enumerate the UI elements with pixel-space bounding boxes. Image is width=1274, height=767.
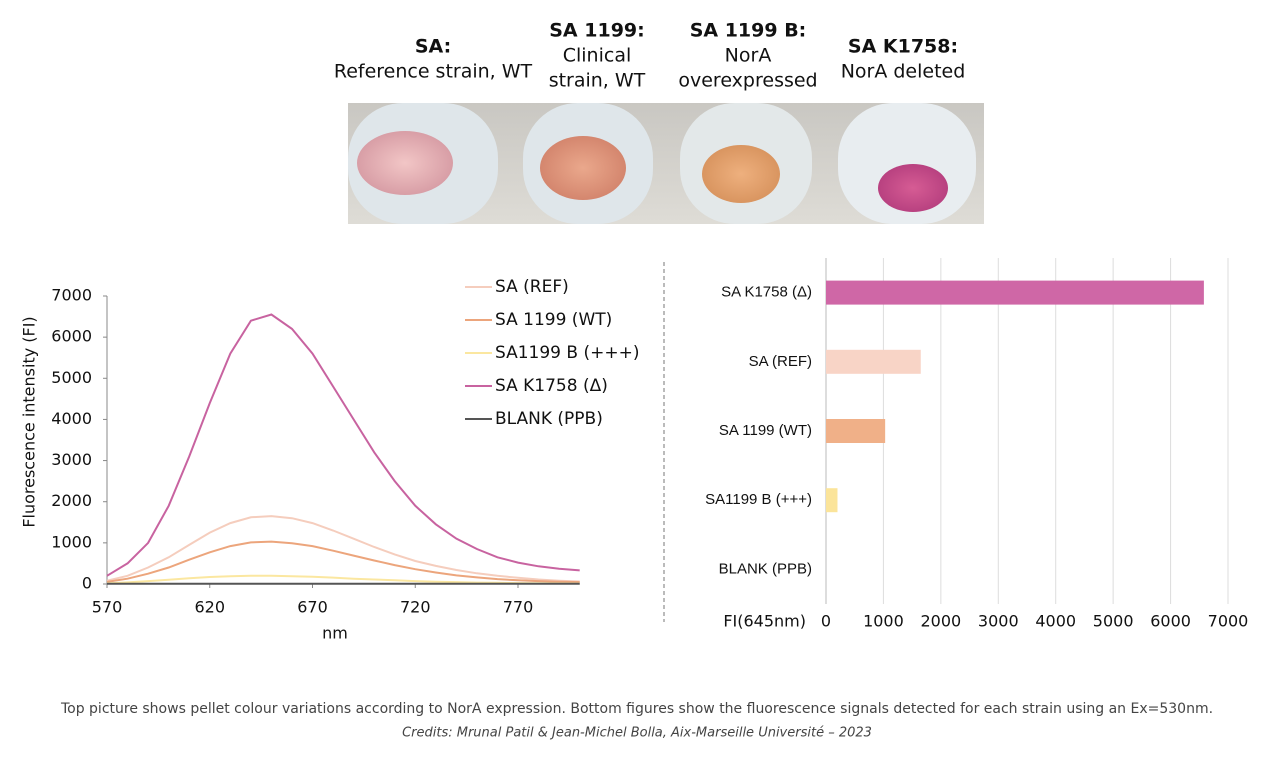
y-tick-label: SA K1758 (Δ) bbox=[721, 284, 812, 301]
x-tick-label: 2000 bbox=[920, 612, 961, 631]
credits: Credits: Mrunal Patil & Jean-Michel Boll… bbox=[402, 726, 872, 741]
strain-description: NorA deleted bbox=[841, 61, 966, 83]
x-tick-label: 7000 bbox=[1208, 612, 1249, 631]
y-tick-label: 2000 bbox=[51, 491, 92, 510]
y-tick-label: 0 bbox=[82, 574, 92, 593]
x-tick-label: 620 bbox=[194, 598, 225, 617]
y-tick-label: 3000 bbox=[51, 450, 92, 469]
y-tick-label: SA 1199 (WT) bbox=[719, 422, 812, 439]
strain-description: overexpressed bbox=[678, 70, 817, 92]
series-line bbox=[106, 313, 580, 577]
x-tick-label: 570 bbox=[92, 598, 123, 617]
strain-name: SA 1199 B: bbox=[690, 20, 807, 42]
photo bbox=[348, 103, 984, 224]
caption: Top picture shows pellet colour variatio… bbox=[60, 701, 1213, 717]
legend-label: SA (REF) bbox=[495, 277, 569, 297]
x-tick-label: 6000 bbox=[1150, 612, 1191, 631]
series-line bbox=[106, 515, 580, 583]
y-tick-label: BLANK (PPB) bbox=[719, 560, 812, 577]
y-tick-label: 5000 bbox=[51, 368, 92, 387]
strain-name: SA: bbox=[415, 36, 451, 58]
strain-description: strain, WT bbox=[549, 70, 646, 92]
y-tick-label: SA1199 B (+++) bbox=[705, 491, 812, 508]
x-tick-label: 3000 bbox=[978, 612, 1019, 631]
y-tick-label: SA (REF) bbox=[749, 353, 812, 370]
x-tick-label: 720 bbox=[400, 598, 431, 617]
bar bbox=[826, 349, 921, 374]
strain-name: SA K1758: bbox=[848, 36, 958, 58]
legend-label: BLANK (PPB) bbox=[495, 409, 603, 429]
bar bbox=[826, 419, 886, 443]
legend-label: SA K1758 (Δ) bbox=[495, 376, 608, 396]
strain-name: SA 1199: bbox=[549, 20, 644, 42]
strain-description: Reference strain, WT bbox=[334, 61, 533, 83]
x-tick-label: 770 bbox=[503, 598, 534, 617]
y-axis-label: Fluorescence intensity (FI) bbox=[20, 316, 39, 527]
x-tick-label: 4000 bbox=[1035, 612, 1076, 631]
x-tick-label: 670 bbox=[297, 598, 328, 617]
y-tick-label: 6000 bbox=[51, 327, 92, 346]
x-axis-label: FI(645nm) bbox=[723, 612, 806, 631]
strain-description: Clinical bbox=[563, 45, 632, 67]
x-tick-label: 0 bbox=[821, 612, 831, 631]
x-axis-label: nm bbox=[322, 624, 348, 643]
legend-label: SA 1199 (WT) bbox=[495, 310, 612, 330]
x-tick-label: 5000 bbox=[1093, 612, 1134, 631]
strain-description: NorA bbox=[725, 45, 772, 67]
legend-label: SA1199 B (+++) bbox=[495, 343, 639, 363]
y-tick-label: 1000 bbox=[51, 532, 92, 551]
y-tick-label: 7000 bbox=[51, 286, 92, 305]
x-tick-label: 1000 bbox=[863, 612, 904, 631]
series-line bbox=[106, 540, 580, 584]
bar bbox=[826, 280, 1204, 305]
bar bbox=[826, 488, 838, 513]
y-tick-label: 4000 bbox=[51, 409, 92, 428]
